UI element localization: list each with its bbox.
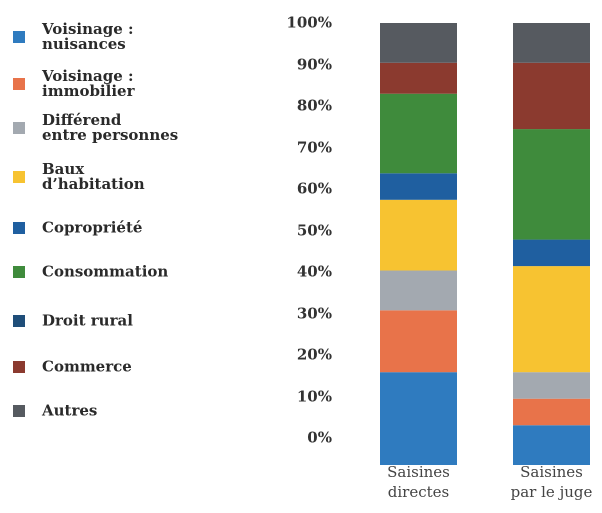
bar-segment	[513, 266, 590, 373]
bar-segment	[380, 310, 457, 373]
y-tick-label: 10%	[296, 387, 332, 405]
bar-segment	[380, 93, 457, 174]
bar-segment	[380, 372, 457, 465]
legend-label: Voisinage : nuisances	[42, 20, 134, 53]
bar-segment	[380, 173, 457, 200]
bar-segment	[380, 23, 457, 63]
legend-swatch	[13, 171, 25, 183]
legend-label: Consommation	[42, 262, 169, 281]
bar-segment	[513, 372, 590, 399]
y-tick-label: 90%	[296, 55, 332, 73]
y-tick-label: 70%	[296, 138, 332, 156]
legend-swatch	[13, 78, 25, 90]
bar-segment	[513, 23, 590, 63]
y-tick-label: 50%	[296, 221, 332, 239]
legend-swatch	[13, 266, 25, 278]
bar-segment	[513, 62, 590, 130]
x-tick-label: Saisines directes	[387, 463, 450, 501]
legend-swatch	[13, 222, 25, 234]
legend-swatch	[13, 122, 25, 134]
bar-segment	[380, 270, 457, 311]
legend-swatch	[13, 405, 25, 417]
legend-label: Voisinage : immobilier	[42, 67, 135, 100]
x-tick-label: Saisines par le juge	[510, 463, 593, 501]
y-tick-label: 60%	[296, 179, 332, 198]
y-tick-label: 80%	[296, 96, 332, 115]
legend-label: Droit rural	[42, 311, 133, 330]
bar-segment	[513, 425, 590, 465]
y-tick-label: 0%	[307, 428, 332, 447]
y-tick-label: 100%	[286, 13, 332, 32]
bar-segment	[380, 62, 457, 94]
legend-swatch	[13, 31, 25, 43]
bar-segment	[380, 199, 457, 271]
legend-label: Différend entre personnes	[42, 111, 179, 144]
legend-label: Baux d’habitation	[42, 160, 145, 193]
y-tick-label: 40%	[296, 262, 332, 281]
bar-segment	[513, 239, 590, 267]
legend-label: Commerce	[42, 357, 132, 376]
legend-label: Autres	[42, 401, 98, 420]
bar-segment	[513, 398, 590, 426]
legend-swatch	[13, 315, 25, 327]
legend-label: Copropriété	[42, 218, 143, 237]
y-tick-label: 30%	[296, 304, 332, 322]
bar-segment	[513, 129, 590, 240]
y-tick-label: 20%	[296, 345, 332, 364]
legend-swatch	[13, 361, 25, 373]
